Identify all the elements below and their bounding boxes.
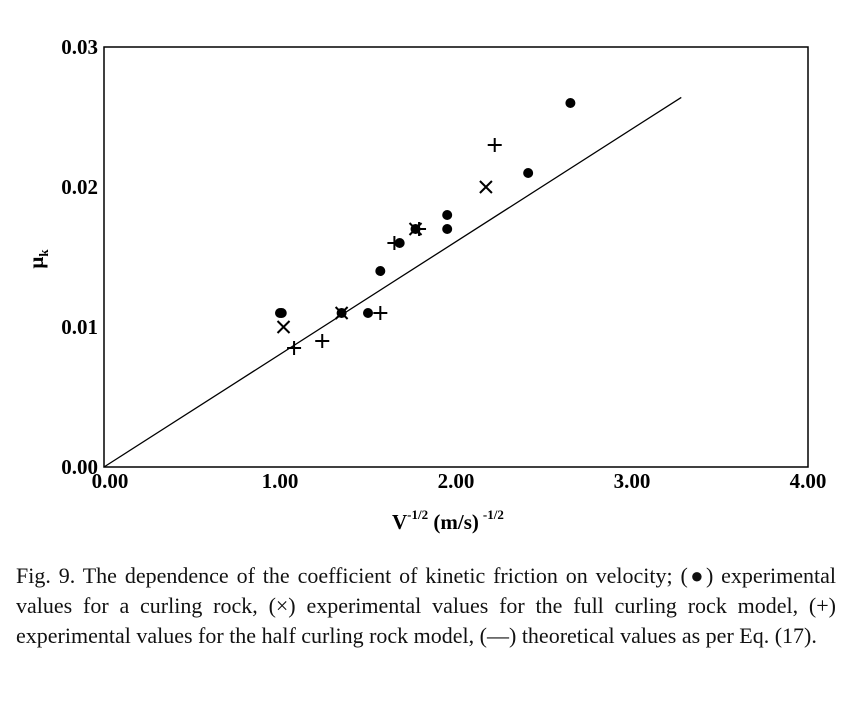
- x-tick-label: 3.00: [614, 469, 651, 493]
- curling-rock-point: [442, 210, 453, 220]
- x-tick-label: 4.00: [790, 469, 827, 493]
- theoretical-line: [103, 96, 682, 468]
- half-model-point: [387, 236, 402, 250]
- data-marks: [103, 96, 682, 468]
- friction-velocity-chart: 0.00 0.01 0.02 0.03 0.00 1.00 2.00 3.00 4.00 V-…: [24, 35, 827, 534]
- full-model-point: [276, 320, 291, 334]
- half-model-point: [373, 306, 388, 320]
- half-model-point: [487, 138, 502, 152]
- y-tick-labels: 0.00 0.01 0.02 0.03: [61, 35, 98, 479]
- x-tick-label: 0.00: [92, 469, 129, 493]
- plot-frame: [103, 46, 809, 468]
- x-tick-labels: 0.00 1.00 2.00 3.00 4.00: [92, 469, 827, 493]
- y-tick-label: 0.01: [61, 315, 98, 339]
- curling-rock-point: [565, 98, 576, 108]
- y-tick-label: 0.00: [61, 455, 98, 479]
- x-tick-label: 2.00: [438, 469, 475, 493]
- curling-rock-point: [442, 224, 453, 234]
- curling-rock-point: [375, 266, 386, 276]
- half-model-point: [412, 222, 427, 236]
- curling-rock-point: [276, 308, 287, 318]
- x-axis-title: V-1/2 (m/s) -1/2: [392, 507, 504, 534]
- x-tick-label: 1.00: [262, 469, 299, 493]
- y-tick-label: 0.03: [61, 35, 98, 59]
- half-model-point: [315, 334, 330, 348]
- full-model-point: [479, 180, 493, 194]
- y-axis-title: μk: [24, 249, 51, 269]
- y-tick-label: 0.02: [61, 175, 98, 199]
- figure-caption: Fig. 9. The dependence of the coefficien…: [16, 563, 836, 648]
- curling-rock-point: [363, 308, 373, 318]
- curling-rock-point: [523, 168, 534, 178]
